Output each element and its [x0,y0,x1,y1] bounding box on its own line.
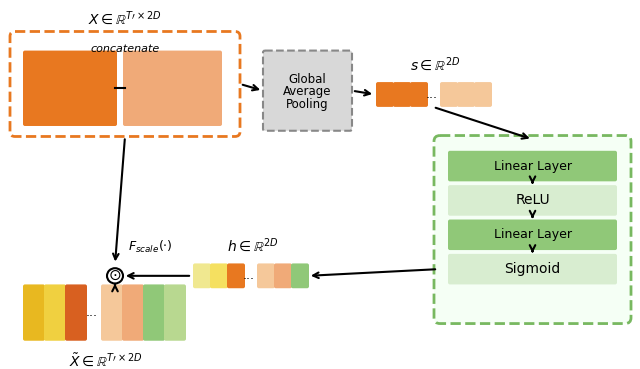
Text: Linear Layer: Linear Layer [493,159,572,173]
FancyBboxPatch shape [440,82,458,107]
FancyBboxPatch shape [291,263,309,288]
Text: $s \in \mathbb{R}^{2D}$: $s \in \mathbb{R}^{2D}$ [410,55,461,73]
Text: $X \in \mathbb{R}^{T\prime \times 2D}$: $X \in \mathbb{R}^{T\prime \times 2D}$ [88,9,162,27]
Text: ...: ... [86,306,98,319]
FancyBboxPatch shape [474,82,492,107]
FancyBboxPatch shape [143,284,165,341]
FancyBboxPatch shape [227,263,245,288]
Text: Sigmoid: Sigmoid [504,262,561,276]
FancyBboxPatch shape [122,284,144,341]
FancyBboxPatch shape [448,220,617,250]
FancyBboxPatch shape [65,284,87,341]
FancyBboxPatch shape [101,284,123,341]
Text: Pooling: Pooling [286,97,329,111]
Text: Average: Average [284,85,332,98]
Circle shape [107,268,123,283]
Text: ...: ... [426,88,438,101]
Text: concatenate: concatenate [90,44,159,54]
FancyBboxPatch shape [193,263,211,288]
FancyBboxPatch shape [393,82,411,107]
FancyBboxPatch shape [448,254,617,284]
FancyBboxPatch shape [164,284,186,341]
FancyBboxPatch shape [434,135,631,324]
Text: ReLU: ReLU [515,193,550,207]
FancyBboxPatch shape [23,51,117,126]
FancyBboxPatch shape [210,263,228,288]
FancyBboxPatch shape [23,284,45,341]
FancyBboxPatch shape [257,263,275,288]
Text: $F_{scale}(\cdot)$: $F_{scale}(\cdot)$ [128,239,173,255]
FancyBboxPatch shape [44,284,66,341]
FancyBboxPatch shape [376,82,394,107]
FancyBboxPatch shape [457,82,475,107]
Text: ...: ... [243,269,255,282]
FancyBboxPatch shape [123,51,222,126]
FancyBboxPatch shape [263,51,352,131]
FancyBboxPatch shape [274,263,292,288]
Text: $h \in \mathbb{R}^{2D}$: $h \in \mathbb{R}^{2D}$ [227,236,278,254]
Text: $\odot$: $\odot$ [108,268,122,283]
FancyBboxPatch shape [410,82,428,107]
FancyBboxPatch shape [448,185,617,216]
Text: Linear Layer: Linear Layer [493,228,572,241]
Text: Global: Global [289,73,326,86]
Text: $\tilde{X} \in \mathbb{R}^{T\prime \times 2D}$: $\tilde{X} \in \mathbb{R}^{T\prime \time… [69,352,143,369]
FancyBboxPatch shape [448,151,617,181]
